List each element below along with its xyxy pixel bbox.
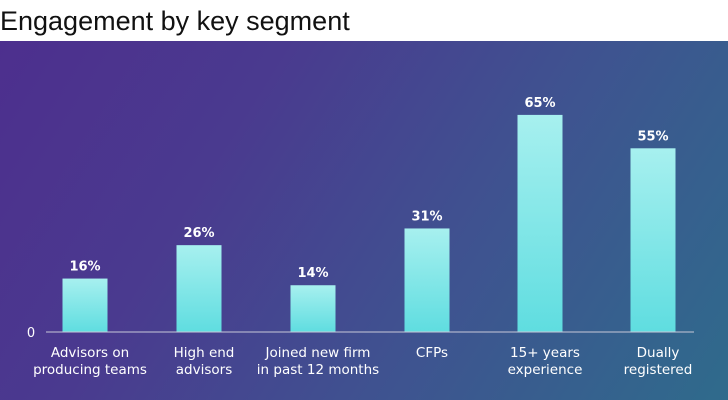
y-tick-label-0: 0 <box>27 326 35 341</box>
bar-2 <box>290 285 336 332</box>
category-label-0-line-0: Advisors on <box>51 345 129 361</box>
value-label-2: 14% <box>297 266 328 281</box>
bar-1 <box>176 245 222 332</box>
bar-0 <box>62 278 108 332</box>
category-label-0-line-1: producing teams <box>33 362 147 378</box>
category-label-2-line-0: Joined new firm <box>265 345 371 361</box>
category-label-4-line-1: experience <box>508 362 583 378</box>
bar-3 <box>404 228 450 332</box>
bars-layer <box>62 114 676 333</box>
category-label-5-line-0: Dually <box>637 345 680 361</box>
category-label-1-line-0: High end <box>174 345 235 361</box>
value-label-3: 31% <box>411 209 442 224</box>
category-label-4-line-0: 15+ years <box>510 345 580 361</box>
chart-title: Engagement by key segment <box>0 6 350 36</box>
chart-panel: 16% Advisors on producing teams 26% High end… <box>0 41 728 400</box>
value-label-4: 65% <box>524 96 555 111</box>
category-label-5-line-1: registered <box>624 362 693 378</box>
value-label-5: 55% <box>637 129 668 144</box>
value-label-1: 26% <box>183 226 214 241</box>
category-label-2-line-1: in past 12 months <box>257 362 379 378</box>
bar-5 <box>630 148 676 332</box>
bar-4 <box>517 114 563 333</box>
category-label-1-line-1: advisors <box>176 362 232 378</box>
category-label-3-line-0: CFPs <box>416 345 448 361</box>
value-label-0: 16% <box>69 260 100 275</box>
